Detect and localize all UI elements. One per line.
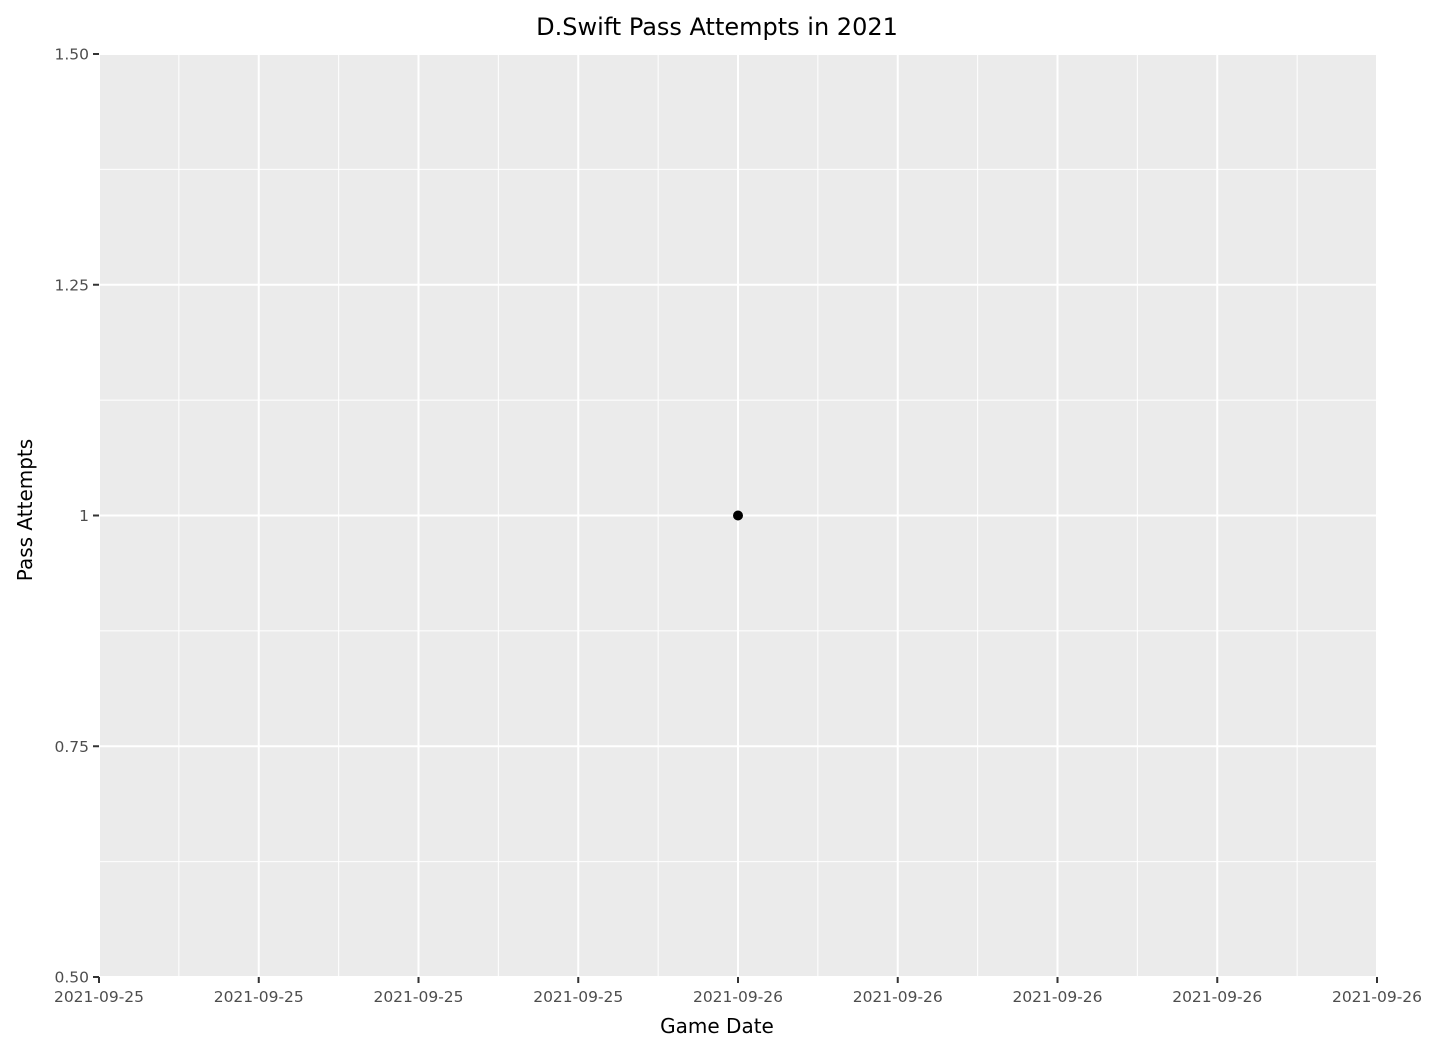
x-tick-label: 2021-09-25	[214, 988, 304, 1006]
y-tick-label: 0.75	[54, 738, 89, 756]
data-point	[733, 510, 743, 521]
x-tick-label: 2021-09-25	[373, 988, 463, 1006]
x-tick-label: 2021-09-25	[533, 988, 623, 1006]
y-tick-label: 1.25	[54, 276, 89, 294]
x-tick-label: 2021-09-25	[54, 988, 144, 1006]
x-tick-label: 2021-09-26	[1172, 988, 1262, 1006]
x-tick-label: 2021-09-26	[853, 988, 943, 1006]
y-tick-label: 1	[79, 507, 89, 525]
y-axis-title: Pass Attempts	[13, 439, 37, 581]
x-tick-label: 2021-09-26	[1012, 988, 1102, 1006]
x-axis: 2021-09-25 2021-09-25 2021-09-25 2021-09-25…	[54, 977, 1422, 1006]
chart-title: D.Swift Pass Attempts in 2021	[536, 13, 898, 41]
x-tick-label: 2021-09-26	[693, 988, 783, 1006]
y-axis: 0.50 0.75 1 1.25 1.50	[54, 46, 99, 987]
y-tick-label: 0.50	[54, 969, 89, 987]
y-tick-label: 1.50	[54, 46, 89, 64]
x-axis-title: Game Date	[660, 1014, 774, 1038]
x-tick-label: 2021-09-26	[1332, 988, 1422, 1006]
data-points	[733, 510, 743, 521]
